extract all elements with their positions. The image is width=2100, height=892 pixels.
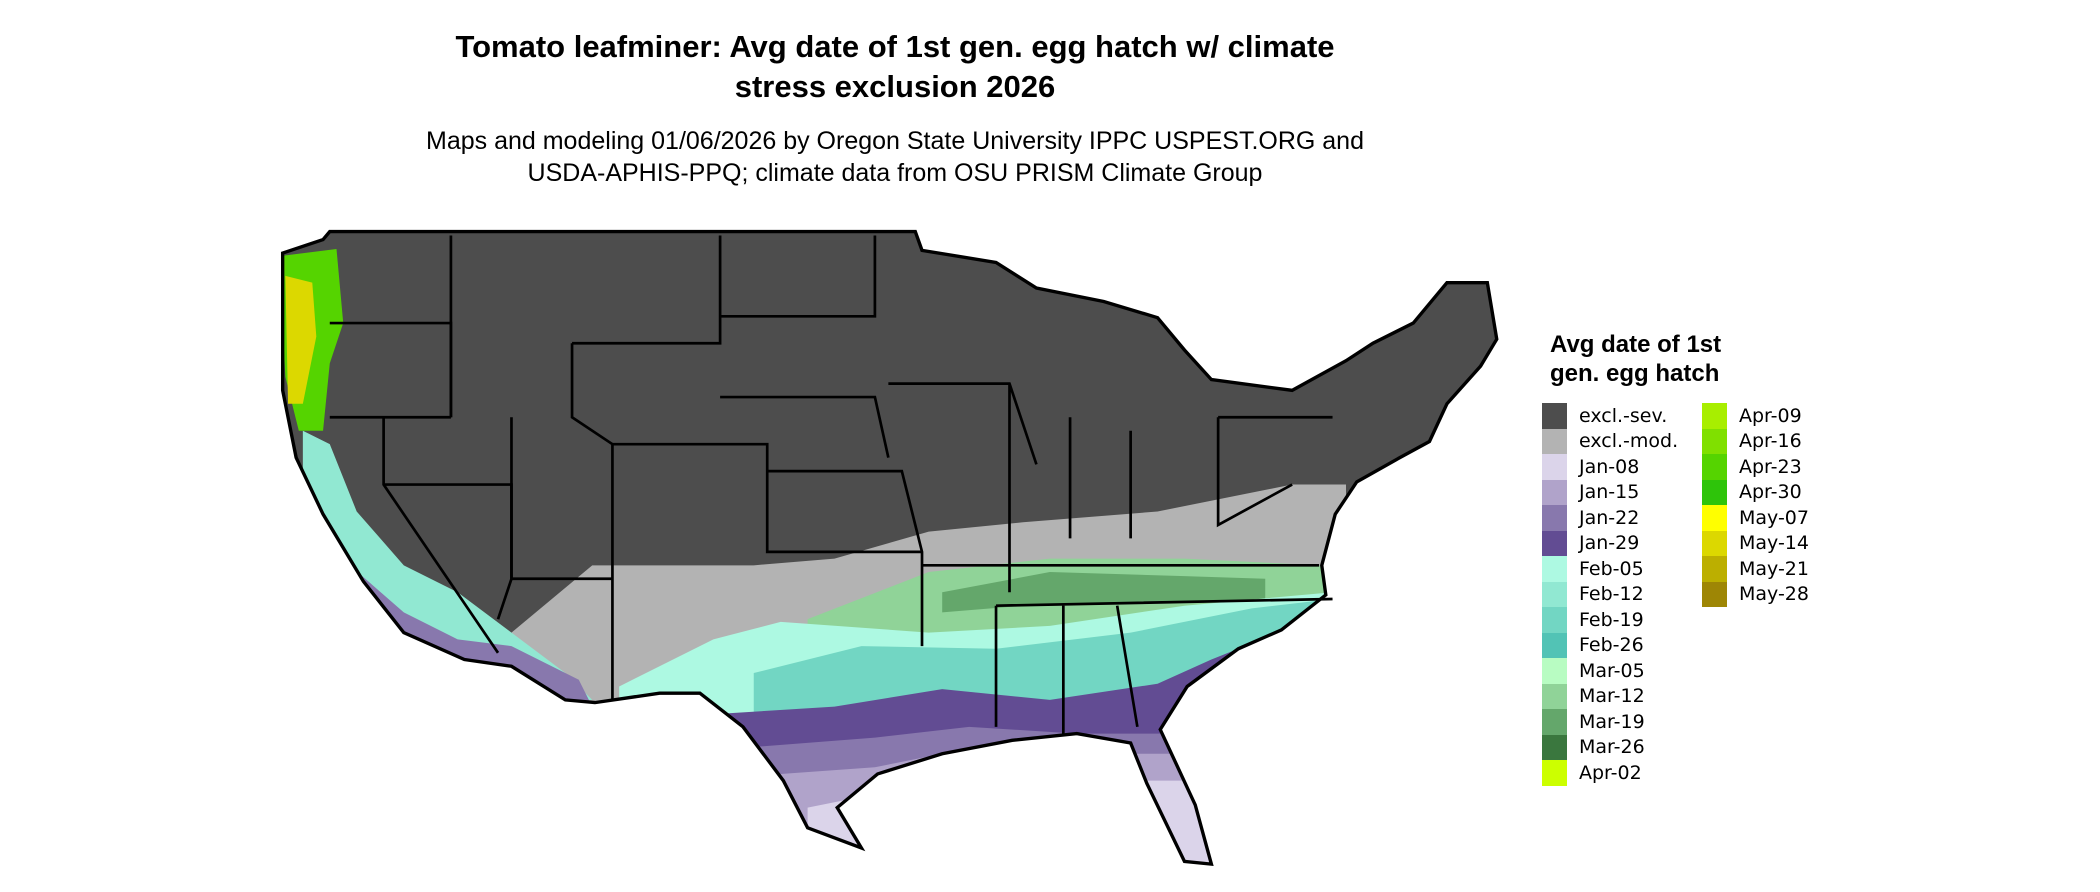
map-title-line2: stress exclusion 2026 (734, 69, 1056, 104)
legend-label: Apr-02 (1579, 761, 1642, 784)
legend-swatch (1702, 454, 1727, 480)
legend-label: Apr-09 (1739, 404, 1802, 427)
legend-item: Apr-30 (1702, 479, 1802, 505)
legend-swatch (1542, 454, 1567, 480)
legend-swatch (1702, 556, 1727, 582)
legend-swatch (1702, 530, 1727, 556)
legend-label: excl.-mod. (1579, 430, 1679, 453)
legend-swatch (1542, 581, 1567, 607)
map-title-line1: Tomato leafminer: Avg date of 1st gen. e… (455, 29, 1335, 64)
legend-label: May-14 (1739, 532, 1809, 555)
legend-item: Mar-05 (1542, 658, 1645, 684)
legend-swatch (1542, 709, 1567, 735)
band-jan-08 (807, 780, 1346, 865)
legend-swatch (1542, 556, 1567, 582)
legend-label: May-21 (1739, 557, 1809, 580)
legend-item: Feb-12 (1542, 581, 1644, 607)
legend-label: May-07 (1739, 506, 1809, 529)
legend-label: Feb-12 (1579, 583, 1644, 606)
pacific-nw-yellow (285, 275, 317, 404)
legend-item: Feb-26 (1542, 632, 1644, 658)
legend-item: May-14 (1702, 530, 1809, 556)
legend-label: Mar-26 (1579, 736, 1645, 759)
legend-item: Apr-02 (1542, 760, 1642, 786)
band-jan-22 (753, 726, 1346, 865)
legend-swatch (1702, 581, 1727, 607)
legend-item: Mar-19 (1542, 709, 1645, 735)
legend-swatch (1542, 607, 1567, 633)
band-jan-15 (780, 753, 1346, 865)
legend-label: Apr-23 (1739, 455, 1802, 478)
state-borders (329, 235, 1333, 734)
legend-item: Jan-29 (1542, 530, 1640, 556)
legend-label: Apr-16 (1739, 430, 1802, 453)
legend-label: Mar-05 (1579, 659, 1645, 682)
legend-item: Feb-05 (1542, 556, 1644, 582)
legend-item: Feb-19 (1542, 607, 1644, 633)
west-coast-purple (349, 565, 593, 707)
legend-label: Feb-19 (1579, 608, 1644, 631)
legend-swatch (1542, 683, 1567, 709)
legend-label: Jan-29 (1579, 532, 1640, 555)
legend-label: excl.-sev. (1579, 404, 1668, 427)
legend-item: Apr-23 (1702, 454, 1802, 480)
map-subtitle-line1: Maps and modeling 01/06/2026 by Oregon S… (426, 127, 1364, 155)
map-subtitle-line2: USDA-APHIS-PPQ; climate data from OSU PR… (527, 159, 1263, 187)
legend-title-line2: gen. egg hatch (1550, 360, 1720, 387)
legend-label: Feb-26 (1579, 634, 1644, 657)
legend-swatch (1542, 530, 1567, 556)
legend-swatch (1542, 760, 1567, 786)
legend-label: Apr-30 (1739, 481, 1802, 504)
legend-swatch (1702, 428, 1727, 454)
legend-item: Mar-26 (1542, 734, 1645, 760)
legend-item: excl.-mod. (1542, 428, 1679, 454)
legend-label: Jan-15 (1579, 481, 1640, 504)
legend-item: excl.-sev. (1542, 403, 1667, 429)
legend-swatch (1702, 505, 1727, 531)
legend-label: May-28 (1739, 583, 1809, 606)
legend-label: Mar-19 (1579, 710, 1645, 733)
legend-item: Jan-22 (1542, 505, 1639, 531)
legend-swatch (1542, 505, 1567, 531)
legend-label: Feb-05 (1579, 557, 1644, 580)
legend-swatch (1542, 658, 1567, 684)
legend-label: Jan-22 (1579, 506, 1640, 529)
legend-title-line1: Avg date of 1st (1550, 331, 1722, 358)
legend-item: Mar-12 (1542, 683, 1645, 709)
legend-item: Apr-09 (1702, 403, 1802, 429)
legend-item: May-21 (1702, 556, 1809, 582)
band-mar-late (942, 572, 1266, 613)
legend-item: May-28 (1702, 581, 1809, 607)
legend-label: Mar-12 (1579, 685, 1645, 708)
legend-item: May-07 (1702, 505, 1809, 531)
legend-swatch (1542, 428, 1567, 454)
legend-swatch (1702, 479, 1727, 505)
legend-swatch (1542, 734, 1567, 760)
legend-swatch (1542, 403, 1567, 429)
legend-item: Apr-16 (1702, 428, 1802, 454)
legend-item: Jan-15 (1542, 479, 1640, 505)
legend-swatch (1702, 403, 1727, 429)
legend-swatch (1542, 632, 1567, 658)
legend-swatch (1542, 479, 1567, 505)
legend-item: Jan-08 (1542, 454, 1639, 480)
legend-label: Jan-08 (1579, 455, 1640, 478)
legend-title: Avg date of 1st gen. egg hatch (1550, 330, 1721, 388)
